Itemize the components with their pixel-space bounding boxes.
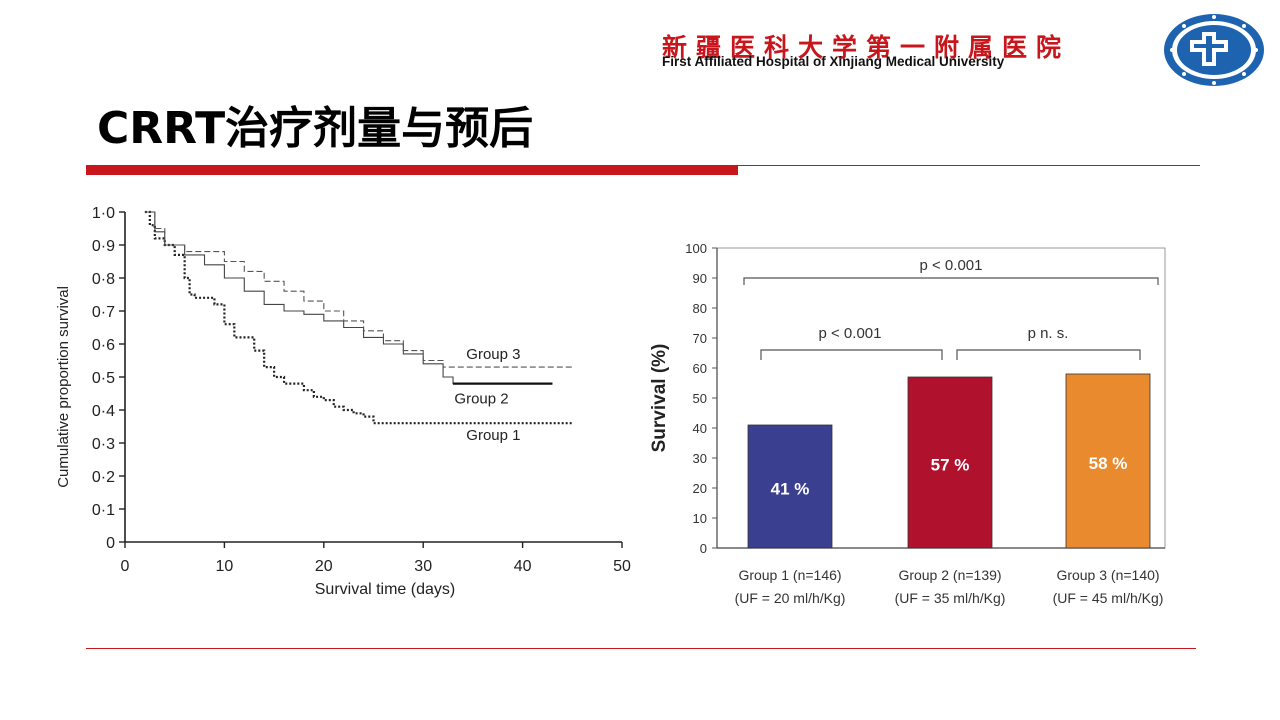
km-y-tick-label: 0·3 — [92, 436, 115, 453]
survival-bar-chart: 0 10 20 30 40 50 60 70 80 90 100 41 % 57 % 58 % Surv… — [649, 241, 1166, 606]
km-y-tick-label: 0·2 — [92, 469, 115, 486]
title-underline-line — [738, 165, 1200, 166]
bar-group-1 — [747, 424, 833, 549]
bar-y-tick-label: 30 — [693, 451, 707, 466]
km-y-tick-label: 1·0 — [92, 205, 115, 222]
bar-y-tick-label: 40 — [693, 421, 707, 436]
bar-category-label-2: (UF = 35 ml/h/Kg) — [895, 590, 1006, 606]
km-x-tick-label: 30 — [414, 558, 432, 575]
hospital-name-english: First Affiliated Hospital of Xinjiang Me… — [662, 54, 1005, 69]
km-y-tick-label: 0·7 — [92, 304, 115, 321]
km-x-tick-label: 40 — [514, 558, 532, 575]
km-series-3-line — [144, 211, 573, 368]
km-y-tick-label: 0·1 — [92, 502, 115, 519]
footer-divider — [86, 648, 1196, 649]
p-value-1-vs-2: p < 0.001 — [819, 325, 882, 342]
km-x-tick-label: 10 — [216, 558, 234, 575]
bar-group-2 — [907, 376, 993, 549]
km-y-tick-label: 0·4 — [92, 403, 115, 420]
bar-y-axis-label: Survival (%) — [649, 344, 670, 453]
km-y-tick-label: 0·5 — [92, 370, 115, 387]
survival-curve-chart: 0 0·1 0·2 0·3 0·4 0·5 0·6 0·7 0·8 0·9 1·0 0 10 20 30 40… — [55, 205, 631, 598]
km-y-axis-label: Cumulative proportion survival — [55, 286, 72, 488]
bar-y-tick-label: 50 — [693, 391, 707, 406]
km-series-label-2: Group 2 — [454, 391, 508, 408]
bar-value-label-1: 41 % — [771, 480, 810, 499]
km-series-label-3: Group 3 — [466, 346, 520, 363]
km-y-tick-label: 0·9 — [92, 238, 115, 255]
km-series-label-1: Group 1 — [466, 427, 520, 444]
bar-y-tick-label: 20 — [693, 481, 707, 496]
bar-y-tick-label: 100 — [685, 241, 707, 256]
bracket-group1-vs-group3 — [743, 277, 1159, 285]
km-x-axis-label: Survival time (days) — [315, 581, 455, 598]
bar-y-tick-label: 70 — [693, 331, 707, 346]
bar-value-label-2: 57 % — [931, 456, 970, 475]
bar-category-label-1: (UF = 20 ml/h/Kg) — [735, 590, 846, 606]
p-value-2-vs-3: p n. s. — [1028, 325, 1069, 342]
bar-category-label-3: Group 3 (n=140) — [1056, 567, 1159, 583]
bar-y-tick-label: 60 — [693, 361, 707, 376]
km-x-tick-label: 20 — [315, 558, 333, 575]
bar-category-label-2: Group 2 (n=139) — [898, 567, 1001, 583]
bar-y-tick-label: 90 — [693, 271, 707, 286]
bracket-group2-vs-group3 — [956, 349, 1141, 360]
bar-y-tick-label: 0 — [700, 541, 707, 556]
hospital-logo — [1164, 14, 1264, 86]
bar-value-label-3: 58 % — [1089, 454, 1128, 473]
p-value-overall: p < 0.001 — [920, 257, 983, 274]
title-underline-bar — [86, 165, 738, 175]
bar-group-3 — [1065, 373, 1151, 549]
km-x-tick-label: 50 — [613, 558, 631, 575]
km-x-tick-label: 0 — [121, 558, 130, 575]
bracket-group1-vs-group2 — [760, 349, 943, 360]
km-series-2-line — [144, 211, 553, 385]
bar-y-tick-label: 80 — [693, 301, 707, 316]
bar-category-label-1: Group 1 (n=146) — [738, 567, 841, 583]
km-y-tick-label: 0·6 — [92, 337, 115, 354]
km-y-tick-label: 0 — [106, 535, 115, 552]
bar-y-tick-label: 10 — [693, 511, 707, 526]
km-y-tick-label: 0·8 — [92, 271, 115, 288]
bar-category-label-3: (UF = 45 ml/h/Kg) — [1053, 590, 1164, 606]
slide-title: CRRT治疗剂量与预后 — [97, 103, 534, 154]
hospital-name-chinese: 新疆医科大学第一附属医院 — [662, 33, 1071, 62]
